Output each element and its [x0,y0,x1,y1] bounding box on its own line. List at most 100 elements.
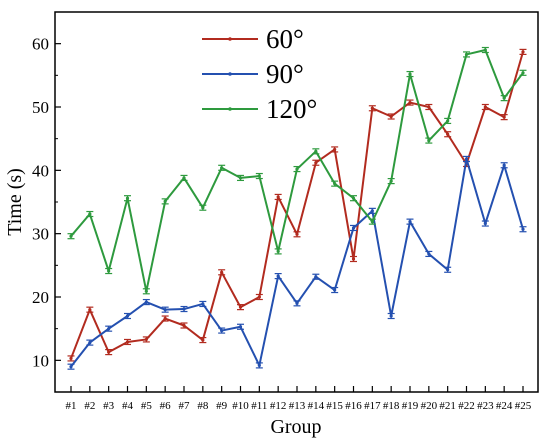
x-tick-label: #3 [103,400,115,412]
data-point [500,162,508,169]
x-tick-label: #16 [345,400,362,412]
data-point [86,339,94,346]
x-tick-label: #19 [402,400,419,412]
x-tick-label: #15 [326,400,343,412]
series-line [70,157,524,368]
data-point [237,323,244,330]
x-tick-label: #17 [364,400,381,412]
data-point [274,193,282,201]
data-point [293,165,301,173]
data-point [444,266,452,273]
data-point [237,174,244,182]
data-point [293,231,301,238]
x-tick-label: #24 [496,400,513,412]
data-point [368,207,376,214]
series-group [67,48,527,362]
data-point [387,312,395,320]
y-tick-label: 50 [32,98,49,117]
data-point [142,288,150,295]
data-point [86,306,94,313]
legend-label: 90° [266,59,304,89]
data-point [463,155,470,163]
x-tick-label: #11 [251,400,267,412]
data-point [293,300,301,307]
data-point [199,204,207,211]
x-tick-label: #6 [160,400,172,412]
data-point [387,113,395,120]
data-point [180,305,188,313]
legend-label: 60° [266,24,304,54]
y-axis-title: Time (s) [4,168,26,236]
legend-item: 120° [202,94,317,124]
data-point [519,226,527,233]
data-point [500,95,508,102]
data-point [67,355,75,362]
data-point [519,48,527,56]
data-point [331,146,339,153]
data-point [406,218,414,225]
x-axis-title: Group [270,416,321,438]
data-point [142,298,150,306]
data-point [237,304,244,311]
data-point [124,312,131,320]
x-axis-ticks: #1 #2 #3 #4 #5 #6 #7 #8 #9 #10 #11 #12 #13 #14 #15 #16 #… [66,386,532,412]
data-point [463,51,470,58]
x-tick-label: #12 [270,400,287,412]
x-tick-label: #1 [66,400,77,412]
data-point [350,195,357,202]
data-point [444,117,452,125]
data-point [218,327,226,334]
data-point [161,315,169,322]
data-point [124,338,131,346]
series-group [67,46,527,295]
legend-label: 120° [266,94,317,124]
x-tick-label: #5 [141,400,153,412]
data-point [255,172,263,180]
x-tick-label: #13 [289,400,306,412]
data-point [406,99,414,106]
data-point [255,293,263,301]
data-point [331,286,339,294]
y-tick-label: 30 [32,225,49,244]
x-tick-label: #8 [197,400,209,412]
x-tick-label: #9 [216,400,228,412]
y-tick-label: 20 [32,288,49,307]
x-tick-label: #23 [477,400,494,412]
data-point [180,322,188,329]
data-point [312,159,320,166]
series-layer [67,46,527,370]
x-tick-label: #14 [308,400,325,412]
data-point [218,164,226,171]
data-point [500,114,508,121]
x-tick-label: #20 [421,400,438,412]
data-point [481,220,489,227]
data-point [425,250,433,258]
data-point [67,233,75,240]
data-point [67,363,75,370]
data-point [368,105,376,112]
data-point [274,248,282,255]
data-point [425,103,433,111]
data-point [481,46,489,54]
y-tick-label: 10 [32,351,49,370]
x-tick-label: #21 [439,400,456,412]
data-point [105,325,113,332]
y-axis-ticks: 10 20 30 40 50 60 [32,11,61,393]
data-point [481,103,489,111]
x-tick-label: #25 [515,400,532,412]
y-tick-label: 60 [32,35,49,54]
data-point [368,218,376,225]
data-point [199,336,207,344]
x-tick-label: #7 [179,400,191,412]
series-group [67,155,527,370]
data-point [274,273,282,280]
data-point [387,178,395,185]
x-tick-label: #10 [232,400,249,412]
data-point [199,300,207,308]
data-point [519,69,527,76]
data-point [142,336,150,343]
data-point [406,70,414,78]
data-point [331,180,339,187]
y-tick-label: 40 [32,161,49,180]
